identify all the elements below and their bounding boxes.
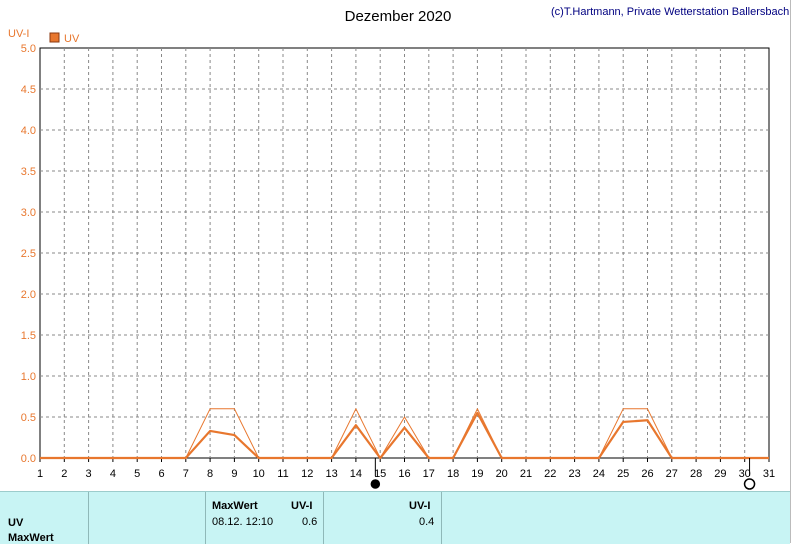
uv-chart: Dezember 2020 (c)T.Hartmann, Private Wet… xyxy=(0,0,790,491)
col1-date: 08.12. 12:10 xyxy=(212,516,273,528)
y-axis-label: UV-I xyxy=(8,28,29,40)
y-tick-label: 1.5 xyxy=(21,330,36,342)
y-tick-label: 2.0 xyxy=(21,289,36,301)
x-tick-label: 26 xyxy=(641,468,653,480)
row-label-maxwert: MaxWert xyxy=(8,532,54,544)
side-panel-strip xyxy=(790,0,802,543)
table-divider xyxy=(88,492,89,544)
x-tick-label: 14 xyxy=(350,468,362,480)
x-tick-label: 10 xyxy=(253,468,265,480)
x-tick-label: 13 xyxy=(325,468,337,480)
y-tick-label: 5.0 xyxy=(21,43,36,55)
x-tick-label: 17 xyxy=(423,468,435,480)
y-tick-label: 2.5 xyxy=(21,248,36,260)
x-tick-label: 8 xyxy=(207,468,213,480)
x-tick-label: 5 xyxy=(134,468,140,480)
x-tick-label: 21 xyxy=(520,468,532,480)
x-tick-label: 23 xyxy=(568,468,580,480)
y-tick-label: 4.0 xyxy=(21,125,36,137)
legend-swatch xyxy=(50,33,59,42)
x-tick-label: 19 xyxy=(471,468,483,480)
row-label-uv: UV xyxy=(8,517,23,529)
x-tick-label: 20 xyxy=(496,468,508,480)
x-tick-label: 31 xyxy=(763,468,775,480)
col1-unit: UV-I xyxy=(291,500,312,512)
col1-value: 0.6 xyxy=(302,516,317,528)
x-tick-label: 22 xyxy=(544,468,556,480)
x-tick-label: 4 xyxy=(110,468,116,480)
x-tick-label: 25 xyxy=(617,468,629,480)
summary-table: UV MaxWert MaxWert UV-I 08.12. 12:10 0.6… xyxy=(0,491,790,544)
y-tick-label: 4.5 xyxy=(21,84,36,96)
table-divider xyxy=(323,492,324,544)
table-divider xyxy=(441,492,442,544)
legend-label: UV xyxy=(64,33,80,45)
table-divider xyxy=(205,492,206,544)
col1-header: MaxWert xyxy=(212,500,258,512)
x-tick-label: 16 xyxy=(398,468,410,480)
copyright-label: (c)T.Hartmann, Private Wetterstation Bal… xyxy=(551,6,789,18)
y-tick-label: 0.0 xyxy=(21,453,36,465)
x-tick-label: 2 xyxy=(61,468,67,480)
x-tick-label: 7 xyxy=(183,468,189,480)
x-tick-label: 12 xyxy=(301,468,313,480)
full-moon-marker xyxy=(745,479,755,489)
x-tick-label: 6 xyxy=(158,468,164,480)
y-tick-label: 3.0 xyxy=(21,207,36,219)
x-tick-label: 29 xyxy=(714,468,726,480)
x-tick-label: 24 xyxy=(593,468,605,480)
col2-value: 0.4 xyxy=(419,516,434,528)
x-tick-label: 28 xyxy=(690,468,702,480)
y-tick-label: 3.5 xyxy=(21,166,36,178)
x-tick-label: 3 xyxy=(86,468,92,480)
y-tick-label: 1.0 xyxy=(21,371,36,383)
x-tick-label: 9 xyxy=(231,468,237,480)
x-tick-label: 27 xyxy=(666,468,678,480)
x-tick-label: 15 xyxy=(374,468,386,480)
x-tick-label: 30 xyxy=(739,468,751,480)
col2-unit: UV-I xyxy=(409,500,430,512)
x-tick-label: 11 xyxy=(277,468,288,480)
chart-title: Dezember 2020 xyxy=(345,8,452,25)
new-moon-marker xyxy=(371,480,379,488)
x-tick-label: 1 xyxy=(37,468,43,480)
x-tick-label: 18 xyxy=(447,468,459,480)
y-tick-label: 0.5 xyxy=(21,412,36,424)
